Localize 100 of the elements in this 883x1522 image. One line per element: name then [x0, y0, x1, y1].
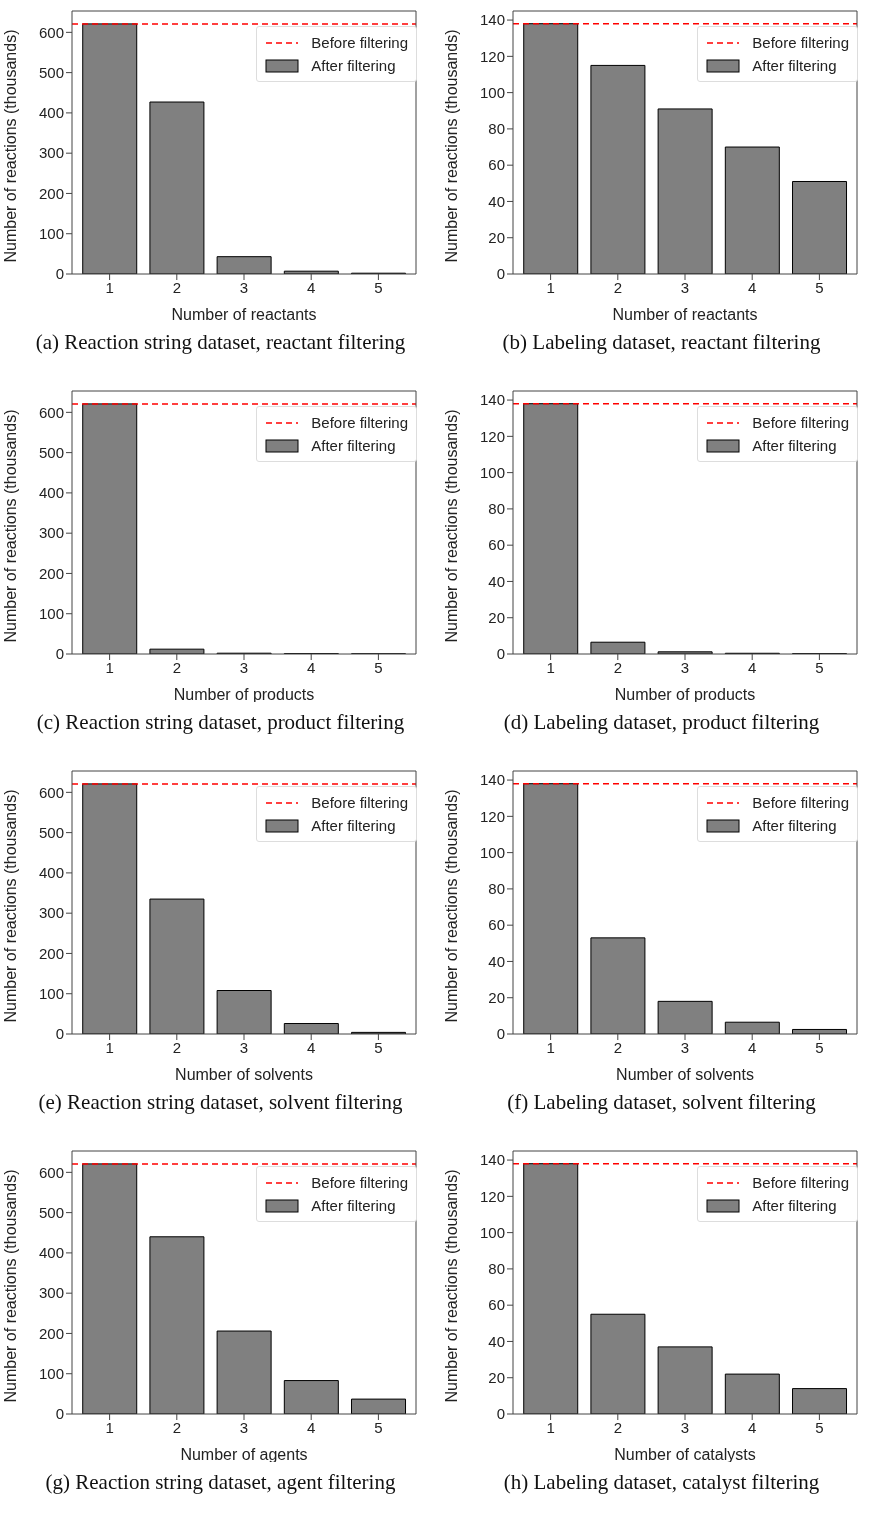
y-tick-label: 600 — [38, 403, 64, 421]
x-tick-label: 1 — [546, 1418, 555, 1436]
x-tick-label: 2 — [172, 1038, 181, 1056]
x-tick-label: 4 — [307, 1418, 316, 1436]
legend-label: After filtering — [752, 56, 837, 76]
x-tick-label: 5 — [815, 1038, 824, 1056]
y-tick-label: 40 — [488, 1332, 505, 1350]
y-tick-label: 300 — [38, 1284, 64, 1302]
y-tick-label: 20 — [488, 1369, 505, 1387]
x-tick-label: 4 — [748, 1038, 757, 1056]
x-tick-label: 4 — [748, 1418, 757, 1436]
y-tick-label: 140 — [479, 391, 505, 409]
x-tick-label: 5 — [374, 278, 383, 296]
y-tick-label: 40 — [488, 192, 505, 210]
y-tick-label: 0 — [55, 645, 64, 663]
y-tick-label: 200 — [38, 944, 64, 962]
y-axis-title: Number of reactions (thousands) — [442, 1169, 460, 1403]
y-tick-label: 80 — [488, 120, 505, 138]
x-tick-label: 5 — [374, 658, 383, 676]
x-axis-title: Number of solvents — [616, 1066, 754, 1083]
legend-label: Before filtering — [311, 1173, 408, 1193]
x-tick-label: 2 — [613, 278, 622, 296]
y-tick-label: 100 — [479, 463, 505, 481]
text: (c) Reaction string dataset, product filtering — [35, 710, 406, 735]
y-tick-label: 100 — [479, 843, 505, 861]
y-tick-label: 400 — [38, 484, 64, 502]
x-tick-label: 3 — [239, 1038, 249, 1056]
y-tick-label: 300 — [38, 904, 64, 922]
y-tick-label: 80 — [488, 1260, 505, 1278]
y-tick-label: 140 — [479, 11, 505, 29]
y-tick-label: 100 — [38, 985, 64, 1003]
y-tick-label: 60 — [488, 1296, 505, 1314]
y-tick-label: 0 — [496, 645, 505, 663]
x-tick-label: 5 — [815, 1418, 824, 1436]
y-tick-label: 200 — [38, 1324, 64, 1342]
y-axis-title: Number of reactions (thousands) — [1, 789, 19, 1023]
x-tick-label: 2 — [613, 1418, 622, 1436]
legend-label: After filtering — [752, 816, 837, 836]
y-tick-label: 200 — [38, 564, 64, 582]
legend-label: After filtering — [752, 1196, 837, 1216]
x-tick-label: 4 — [748, 658, 757, 676]
legend-label: Before filtering — [752, 413, 849, 433]
x-tick-label: 5 — [815, 278, 824, 296]
text: (d) Labeling dataset, product filtering — [502, 710, 821, 735]
y-tick-label: 120 — [479, 807, 505, 825]
x-axis-title: Number of solvents — [175, 1066, 313, 1083]
x-tick-label: 2 — [613, 1038, 622, 1056]
legend-label: After filtering — [752, 436, 837, 456]
legend-label: Before filtering — [311, 33, 408, 53]
text: (h) Labeling dataset, catalyst filtering — [502, 1470, 821, 1495]
y-tick-label: 600 — [38, 1163, 64, 1181]
x-tick-label: 3 — [239, 278, 249, 296]
x-tick-label: 1 — [105, 278, 114, 296]
y-axis-title: Number of reactions (thousands) — [1, 29, 19, 263]
text: (f) Labeling dataset, solvent filtering — [506, 1090, 817, 1115]
y-tick-label: 500 — [38, 443, 64, 461]
x-tick-label: 1 — [105, 658, 114, 676]
text: (b) Labeling dataset, reactant filtering — [501, 330, 822, 355]
x-tick-label: 3 — [680, 1418, 690, 1436]
y-tick-label: 500 — [38, 63, 64, 81]
y-tick-label: 500 — [38, 1203, 64, 1221]
x-axis-title: Number of reactants — [612, 306, 758, 323]
legend-label: After filtering — [311, 436, 396, 456]
y-tick-label: 80 — [488, 880, 505, 898]
x-tick-label: 3 — [239, 1418, 249, 1436]
x-tick-label: 5 — [815, 658, 824, 676]
y-tick-label: 100 — [38, 225, 64, 243]
y-tick-label: 20 — [488, 989, 505, 1007]
y-tick-label: 400 — [38, 864, 64, 882]
y-tick-label: 20 — [488, 609, 505, 627]
y-tick-label: 40 — [488, 572, 505, 590]
y-axis-title: Number of reactions (thousands) — [442, 409, 460, 643]
y-tick-label: 600 — [38, 783, 64, 801]
y-tick-label: 500 — [38, 823, 64, 841]
legend-label: Before filtering — [311, 413, 408, 433]
y-tick-label: 100 — [38, 1365, 64, 1383]
y-tick-label: 120 — [479, 1187, 505, 1205]
y-tick-label: 60 — [488, 536, 505, 554]
y-tick-label: 140 — [479, 771, 505, 789]
x-tick-label: 3 — [680, 1038, 690, 1056]
x-tick-label: 4 — [307, 658, 316, 676]
y-tick-label: 0 — [55, 265, 64, 283]
x-tick-label: 1 — [546, 278, 555, 296]
y-tick-label: 100 — [479, 83, 505, 101]
y-tick-label: 120 — [479, 427, 505, 445]
x-tick-label: 2 — [172, 1418, 181, 1436]
x-tick-label: 1 — [546, 658, 555, 676]
y-axis-title: Number of reactions (thousands) — [442, 789, 460, 1023]
x-tick-label: 2 — [172, 658, 181, 676]
y-axis-title: Number of reactions (thousands) — [442, 29, 460, 263]
legend-label: Before filtering — [752, 793, 849, 813]
legend-label: Before filtering — [752, 33, 849, 53]
x-tick-label: 4 — [307, 278, 316, 296]
y-tick-label: 0 — [496, 1405, 505, 1423]
x-tick-label: 1 — [105, 1418, 114, 1436]
y-tick-label: 120 — [479, 47, 505, 65]
x-tick-label: 2 — [172, 278, 181, 296]
text: (g) Reaction string dataset, agent filtering — [44, 1470, 397, 1495]
text: (a) Reaction string dataset, reactant filtering — [34, 330, 407, 355]
y-tick-label: 300 — [38, 144, 64, 162]
